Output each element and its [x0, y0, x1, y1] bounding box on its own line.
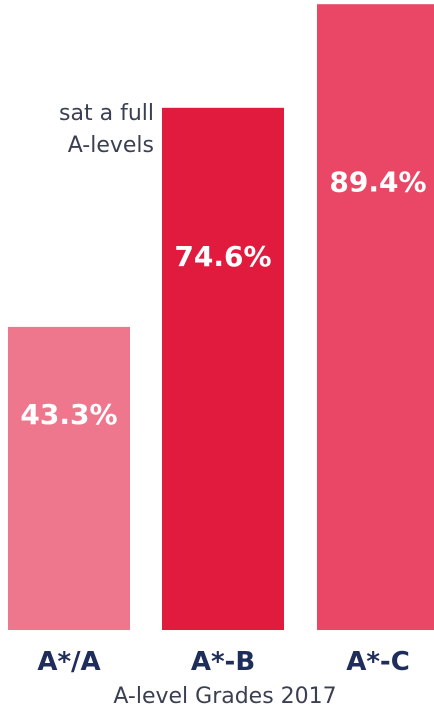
side-note: sat a full A-levels [0, 98, 154, 162]
side-note-line-1: sat a full [59, 101, 154, 126]
bar-2 [162, 107, 284, 631]
bar-3 [317, 4, 434, 630]
value-label-3: 89.4% [329, 165, 426, 198]
category-label-1: A*/A [37, 647, 100, 677]
bar-1 [8, 326, 130, 630]
x-axis-title: A-level Grades 2017 [113, 684, 336, 709]
category-label-2: A*-B [191, 647, 255, 677]
value-label-1: 43.3% [20, 398, 117, 431]
value-label-2: 74.6% [174, 240, 271, 273]
category-label-3: A*-C [346, 647, 410, 677]
side-note-line-2: A-levels [67, 133, 154, 158]
